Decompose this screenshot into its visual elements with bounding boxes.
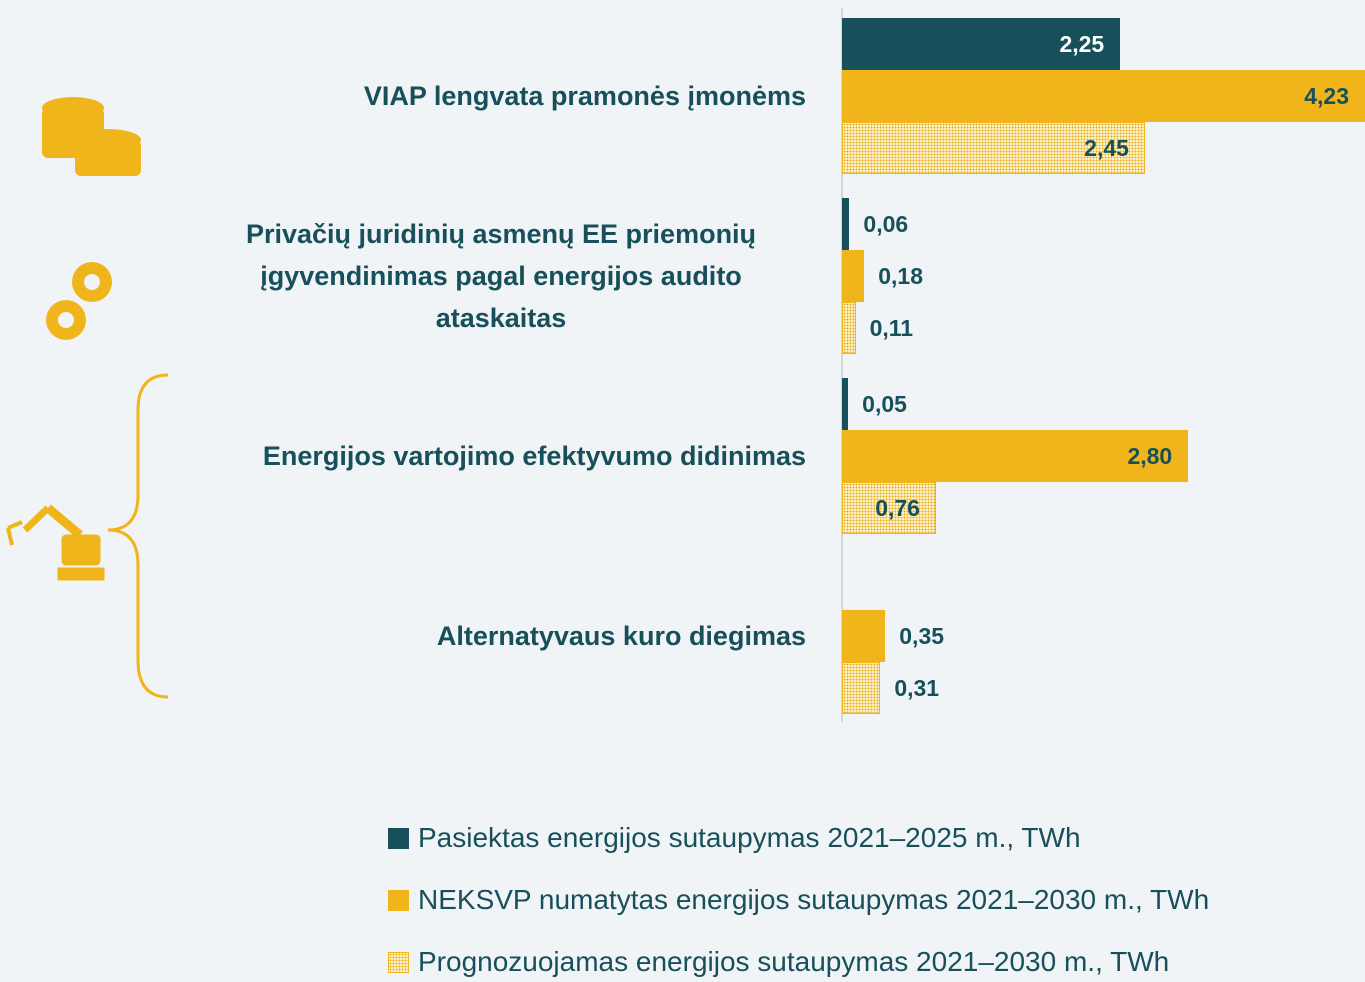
legend-text: Prognozuojamas energijos sutaupymas 2021… [418,946,1170,977]
legend-swatch [388,952,409,973]
value-label: 0,06 [863,211,909,237]
category-text: Privačių juridinių asmenų EE priemonių į… [245,219,757,333]
category-label: Energijos vartojimo efektyvumo didinimas [106,435,806,477]
legend-swatch [388,828,409,849]
bar [842,122,1145,174]
value-label: 0,11 [869,315,914,341]
category-label: Alternatyvaus kuro diegimas [106,615,806,657]
bar [842,662,881,714]
bar [842,18,1121,70]
category-text: Alternatyvaus kuro diegimas [436,621,806,651]
legend-text: Pasiektas energijos sutaupymas 2021–2025… [418,822,1081,853]
legend-item: Prognozuojamas energijos sutaupymas 2021… [388,942,1169,982]
robot-icon [6,504,105,581]
category-label: VIAP lengvata pramonės įmonėms [106,75,806,117]
value-label: 0,35 [899,623,945,649]
bar [842,430,1189,482]
brace [107,373,169,699]
category-label: Privačių juridinių asmenų EE priemonių į… [106,213,806,339]
value-label: 4,23 [1304,83,1349,109]
legend-item: NEKSVP numatytas energijos sutaupymas 20… [388,880,1209,920]
value-label: 0,18 [878,263,924,289]
value-label: 0,31 [894,675,940,701]
value-label: 2,25 [1059,31,1105,57]
coins-icon [42,97,141,176]
category-text: Energijos vartojimo efektyvumo didinimas [262,441,806,471]
value-label: 0,05 [862,391,907,417]
bar [842,378,849,430]
bar [842,70,1365,122]
value-label: 2,45 [1084,135,1129,161]
legend-text: NEKSVP numatytas energijos sutaupymas 20… [418,884,1210,915]
gears-icon [46,262,112,340]
value-label: 0,76 [875,495,920,521]
bar [842,250,865,302]
legend-swatch [388,890,409,911]
category-text: VIAP lengvata pramonės įmonėms [363,81,806,111]
bar [842,302,856,354]
bar [842,198,850,250]
value-label: 2,80 [1127,443,1173,469]
bar [842,482,936,534]
bar [842,610,886,662]
legend-item: Pasiektas energijos sutaupymas 2021–2025… [388,818,1081,858]
